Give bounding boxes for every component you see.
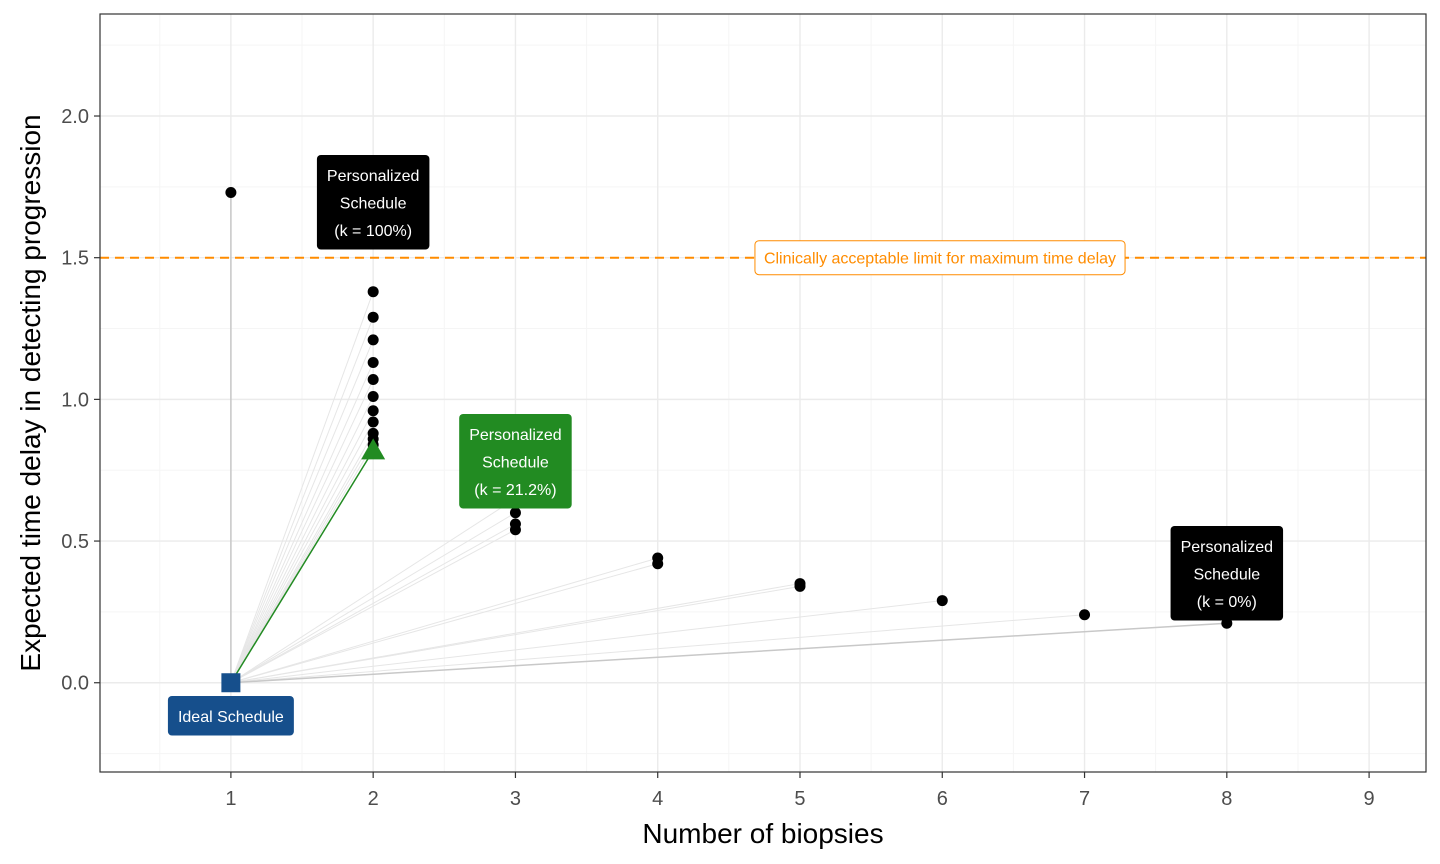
reference-line-group: Clinically acceptable limit for maximum … (100, 240, 1426, 276)
connector-lines (230, 192, 1227, 684)
personalized-schedule-marker (361, 438, 386, 460)
connector-line (230, 317, 374, 683)
annotation-label-text: (k = 21.2%) (474, 482, 556, 499)
x-tick-label: 9 (1364, 788, 1375, 810)
y-tick-label: 0.0 (61, 673, 89, 695)
annotation-label-text: Schedule (340, 196, 407, 213)
data-point (367, 286, 379, 298)
y-tick-label: 0.5 (61, 531, 89, 553)
connector-line (230, 410, 374, 683)
x-tick-label: 8 (1221, 788, 1232, 810)
data-point (367, 391, 379, 403)
data-point (1079, 609, 1091, 621)
data-point (367, 374, 379, 386)
data-point (652, 558, 664, 570)
data-point (794, 580, 806, 592)
data-point (367, 311, 379, 323)
annotation-label-text: Personalized (327, 168, 420, 185)
data-point (367, 334, 379, 346)
annotation-label-box (167, 696, 294, 736)
ideal-schedule-marker (221, 673, 241, 693)
axis-ticks: 1 2 3 4 5 6 7 8 9 0.0 0.5 1.0 1.5 2.0 (61, 106, 1374, 810)
connector-line (230, 421, 374, 683)
data-point (367, 405, 379, 417)
connector-line (230, 585, 801, 684)
connector-line (230, 498, 516, 684)
connector-line (230, 557, 658, 684)
data-point (367, 357, 379, 369)
annotation-label-text: Ideal Schedule (178, 709, 284, 726)
data-point (225, 187, 237, 199)
reference-label: Clinically acceptable limit for maximum … (764, 251, 1116, 268)
annotation-label-box (316, 155, 430, 250)
connector-line (230, 614, 1085, 684)
x-tick-label: 1 (225, 788, 236, 810)
data-point (367, 416, 379, 428)
data-point (936, 595, 948, 607)
x-tick-label: 4 (652, 788, 663, 810)
connector-line (230, 563, 658, 684)
connector-line (230, 512, 516, 684)
connector-line (230, 622, 1227, 684)
annotation-label-text: (k = 100%) (334, 223, 412, 240)
connector-line (230, 523, 516, 684)
x-tick-label: 7 (1079, 788, 1090, 810)
x-tick-label: 6 (937, 788, 948, 810)
x-axis-title: Number of biopsies (642, 818, 883, 849)
connector-line-highlight (230, 449, 374, 684)
panel-border (99, 13, 1427, 773)
annotation-label-text: Personalized (1181, 539, 1274, 556)
y-tick-label: 1.0 (61, 389, 89, 411)
connector-line (230, 362, 374, 683)
annotation-label-text: Personalized (469, 427, 562, 444)
annotation-label: Personalized Schedule (k = 21.2%) (459, 414, 572, 509)
connector-line (230, 600, 943, 684)
x-tick-label: 5 (794, 788, 805, 810)
x-tick-label: 3 (510, 788, 521, 810)
annotation-label-box (1170, 526, 1284, 621)
annotation-label: Personalized Schedule (k = 0%) (1170, 526, 1284, 621)
data-point (509, 524, 521, 536)
connector-line (230, 396, 374, 683)
connector-line (230, 291, 374, 683)
data-point (509, 507, 521, 519)
connector-line (230, 529, 516, 684)
data-points (221, 187, 1233, 693)
annotation-label: Personalized Schedule (k = 100%) (316, 155, 430, 250)
connector-line (230, 339, 374, 683)
annotation-label-box (459, 414, 572, 509)
annotation-label-text: Schedule (1193, 567, 1260, 584)
annotation-label: Ideal Schedule (167, 696, 294, 736)
reference-label-box (754, 240, 1126, 276)
connector-line (230, 379, 374, 683)
y-tick-label: 2.0 (61, 106, 89, 128)
y-axis-title: Expected time delay in detecting progres… (15, 114, 46, 671)
annotation-label-text: Schedule (482, 455, 549, 472)
annotation-label-text: (k = 0%) (1197, 594, 1257, 611)
x-tick-label: 2 (368, 788, 379, 810)
y-tick-label: 1.5 (61, 248, 89, 270)
